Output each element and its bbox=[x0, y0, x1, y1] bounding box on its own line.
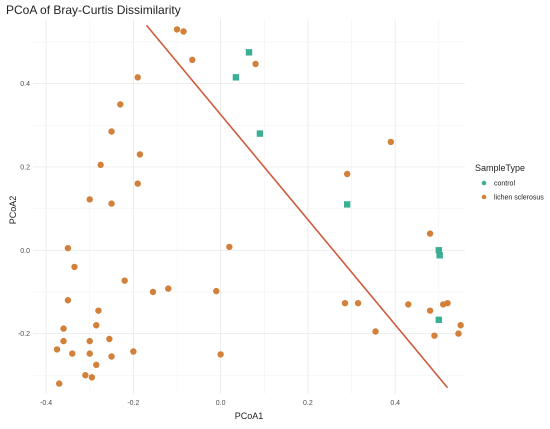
control-point bbox=[232, 74, 240, 81]
lichen-sclerosus-point bbox=[108, 128, 115, 135]
lichen-sclerosus-point bbox=[64, 244, 72, 252]
lichen-sclerosus-point bbox=[64, 297, 72, 304]
grid-lines bbox=[33, 19, 465, 394]
y-tick-label: 0.0 bbox=[20, 248, 30, 255]
lichen-sclerosus-point bbox=[444, 299, 451, 307]
lichen-sclerosus-point bbox=[108, 353, 115, 360]
data-points bbox=[53, 26, 464, 387]
chart-title: PCoA of Bray-Curtis Dissimilarity bbox=[6, 3, 181, 17]
lichen-sclerosus-point bbox=[86, 196, 93, 203]
lichen-sclerosus-point bbox=[60, 337, 67, 345]
lichen-sclerosus-point bbox=[226, 243, 233, 251]
control-point bbox=[435, 247, 443, 254]
lichen-sclerosus-point bbox=[405, 301, 412, 308]
lichen-sclerosus-point bbox=[134, 74, 141, 81]
lichen-sclerosus-point bbox=[106, 335, 113, 343]
x-tick-label: 0.2 bbox=[303, 400, 313, 407]
legend-title: SampleType bbox=[475, 163, 525, 173]
lichen-sclerosus-point bbox=[387, 138, 395, 146]
control-point bbox=[435, 316, 443, 324]
x-tick-label: -0.4 bbox=[40, 400, 52, 407]
y-tick-label: -0.2 bbox=[18, 331, 30, 338]
lichen-sclerosus-point bbox=[252, 60, 259, 68]
lichen-sclerosus-point bbox=[457, 322, 464, 329]
y-tick-label: 0.2 bbox=[20, 164, 30, 171]
lichen-sclerosus-point bbox=[86, 350, 93, 357]
legend-label: control bbox=[494, 181, 515, 188]
lichen-sclerosus-point bbox=[341, 299, 349, 307]
lichen-sclerosus-point bbox=[213, 287, 220, 295]
lichen-sclerosus-point bbox=[60, 325, 67, 332]
regression-line bbox=[145, 24, 449, 389]
lichen-sclerosus-point bbox=[97, 161, 104, 169]
lichen-sclerosus-point bbox=[343, 170, 351, 178]
legend: SampleType control lichen sclerosus bbox=[475, 163, 544, 202]
lichen-sclerosus-point bbox=[431, 332, 438, 339]
lichen-sclerosus-point bbox=[426, 307, 434, 314]
control-point bbox=[245, 49, 253, 56]
lichen-sclerosus-point bbox=[130, 348, 137, 355]
lichen-sclerosus-point bbox=[95, 307, 102, 314]
lichen-sclerosus-point bbox=[117, 101, 124, 108]
lichen-sclerosus-point bbox=[121, 277, 128, 284]
lichen-sclerosus-point bbox=[55, 380, 63, 387]
lichen-sclerosus-point bbox=[354, 299, 362, 307]
lichen-sclerosus-point bbox=[71, 263, 78, 271]
x-tick-labels: -0.4 -0.2 0.0 0.2 0.4 bbox=[40, 400, 400, 407]
control-point bbox=[436, 252, 443, 259]
lichen-sclerosus-point bbox=[173, 26, 181, 33]
lichen-sclerosus-point bbox=[53, 346, 61, 353]
legend-key-control bbox=[481, 180, 487, 186]
lichen-sclerosus-point bbox=[426, 230, 434, 237]
trend-line-layer bbox=[145, 24, 449, 389]
y-tick-labels: -0.2 0.0 0.2 0.4 bbox=[18, 81, 30, 338]
lichen-sclerosus-point bbox=[136, 151, 144, 158]
x-tick-label: -0.2 bbox=[127, 400, 139, 407]
lichen-sclerosus-point bbox=[217, 351, 224, 358]
lichen-sclerosus-point bbox=[93, 322, 100, 329]
lichen-sclerosus-point bbox=[455, 330, 462, 337]
x-tick-label: 0.0 bbox=[216, 400, 226, 407]
y-axis-label: PCoA2 bbox=[8, 196, 18, 225]
control-point bbox=[343, 201, 351, 208]
lichen-sclerosus-point bbox=[69, 350, 76, 357]
lichen-sclerosus-point bbox=[149, 288, 157, 296]
legend-key-lichen-sclerosus bbox=[481, 194, 487, 200]
lichen-sclerosus-point bbox=[189, 56, 196, 64]
x-axis-label: PCoA1 bbox=[235, 411, 264, 421]
lichen-sclerosus-point bbox=[134, 180, 141, 187]
lichen-sclerosus-point bbox=[165, 285, 172, 292]
lichen-sclerosus-point bbox=[108, 200, 115, 207]
legend-label: lichen sclerosus bbox=[494, 195, 544, 202]
control-point bbox=[256, 130, 264, 137]
x-tick-label: 0.4 bbox=[390, 400, 400, 407]
lichen-sclerosus-point bbox=[86, 337, 93, 345]
lichen-sclerosus-point bbox=[82, 372, 89, 379]
y-tick-label: 0.4 bbox=[20, 81, 30, 88]
lichen-sclerosus-point bbox=[372, 328, 379, 335]
lichen-sclerosus-point bbox=[93, 361, 100, 369]
lichen-sclerosus-point bbox=[88, 374, 96, 381]
lichen-sclerosus-point bbox=[180, 28, 187, 35]
